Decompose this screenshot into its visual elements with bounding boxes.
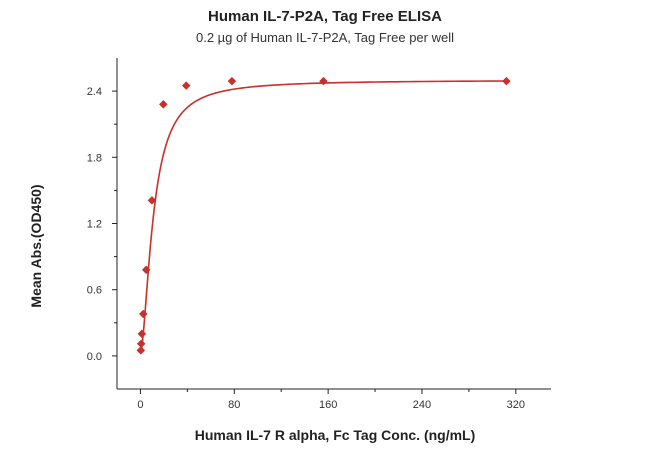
x-tick-label: 160 [319, 399, 337, 411]
data-point [502, 76, 511, 86]
data-point [319, 76, 328, 86]
data-point [141, 265, 151, 275]
data-point [158, 99, 168, 109]
y-tick-label: 0.0 [87, 351, 102, 363]
data-point [227, 76, 237, 86]
data-point [136, 346, 146, 355]
axes-group: 0 80 160 240 320 0.0 0.6 1.2 1.8 2.4 [87, 58, 551, 411]
x-tick-label: 0 [137, 399, 143, 411]
x-tick-label: 80 [228, 399, 240, 411]
data-point [147, 195, 157, 205]
fit-curve [139, 80, 507, 354]
fit-curve-layer [139, 80, 507, 354]
chart-title: Human IL-7-P2A, Tag Free ELISA [208, 8, 442, 25]
x-axis-label: Human IL-7 R alpha, Fc Tag Conc. (ng/mL) [194, 427, 476, 443]
data-point [138, 309, 148, 319]
y-tick-label: 1.8 [87, 152, 102, 164]
chart-subtitle: 0.2 µg of Human IL-7-P2A, Tag Free per w… [196, 30, 454, 45]
y-tick-label: 1.2 [87, 219, 102, 231]
y-tick-label: 0.6 [87, 285, 102, 297]
x-tick-label: 240 [413, 399, 431, 411]
x-tick-label: 320 [507, 399, 525, 411]
data-points-layer [136, 76, 511, 355]
y-axis-label: Mean Abs.(OD450) [28, 184, 44, 308]
data-point [181, 81, 191, 90]
y-tick-label: 2.4 [87, 86, 102, 98]
data-point [137, 329, 147, 339]
data-point [136, 339, 146, 349]
